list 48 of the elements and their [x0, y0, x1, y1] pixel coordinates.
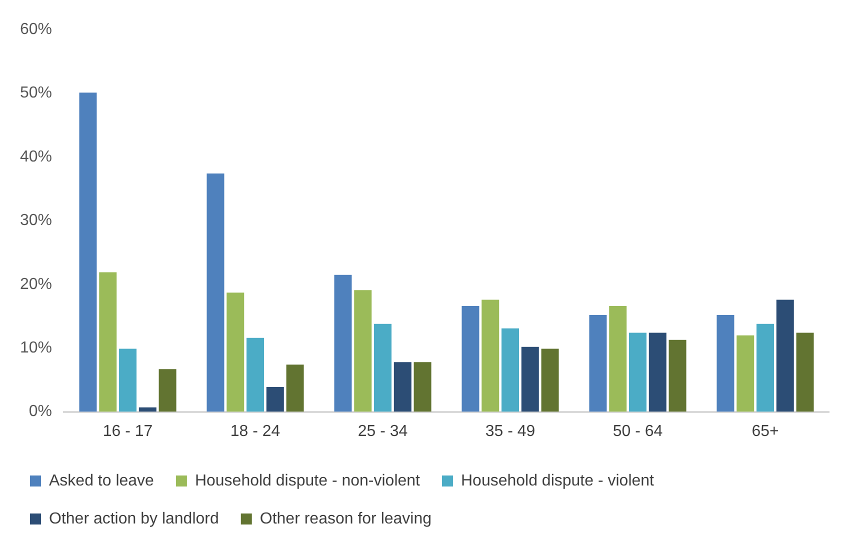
bar [502, 328, 520, 412]
x-tick-label: 50 - 64 [612, 422, 663, 440]
y-tick-label: 40% [20, 148, 52, 166]
bar [414, 362, 432, 412]
legend-label: Household dispute - violent [460, 472, 655, 490]
y-tick-label: 60% [20, 21, 52, 38]
legend-label: Asked to leave [49, 472, 154, 490]
y-tick-label: 0% [28, 403, 52, 420]
y-tick-label: 10% [20, 340, 52, 357]
x-tick-label: 16 - 17 [102, 422, 153, 440]
bar [629, 332, 647, 412]
x-tick-label: 18 - 24 [230, 422, 280, 440]
x-tick-label: 35 - 49 [485, 422, 536, 440]
bar [609, 306, 627, 412]
bar [374, 324, 392, 412]
bar [334, 274, 352, 412]
bar [138, 407, 156, 412]
bar [226, 292, 244, 412]
legend-label: Household dispute - non-violent [194, 472, 421, 490]
y-tick-label: 20% [20, 276, 52, 293]
bar [158, 369, 176, 412]
bar [668, 340, 686, 412]
bar [119, 348, 137, 412]
bar [462, 306, 480, 412]
x-tick-label: 65+ [752, 422, 779, 440]
y-tick-label: 30% [20, 212, 52, 230]
bar [589, 314, 607, 412]
legend-label: Other action by landlord [49, 510, 219, 528]
bar [736, 335, 754, 412]
bar [541, 348, 559, 412]
bar [796, 332, 814, 412]
y-tick-label: 50% [20, 84, 52, 102]
bar [266, 386, 284, 412]
legend-label: Other reason for leaving [260, 510, 432, 528]
bar [79, 92, 97, 412]
bar [716, 314, 734, 412]
bar [482, 300, 500, 412]
bar [354, 290, 372, 412]
bar [648, 332, 666, 412]
bar [286, 364, 304, 412]
bar [246, 338, 264, 412]
bar [756, 324, 774, 412]
bar [394, 362, 412, 412]
bar [206, 174, 224, 412]
bar [521, 346, 539, 412]
x-tick-label: 25 - 34 [358, 422, 408, 440]
bar [99, 272, 117, 412]
bar [776, 300, 794, 412]
